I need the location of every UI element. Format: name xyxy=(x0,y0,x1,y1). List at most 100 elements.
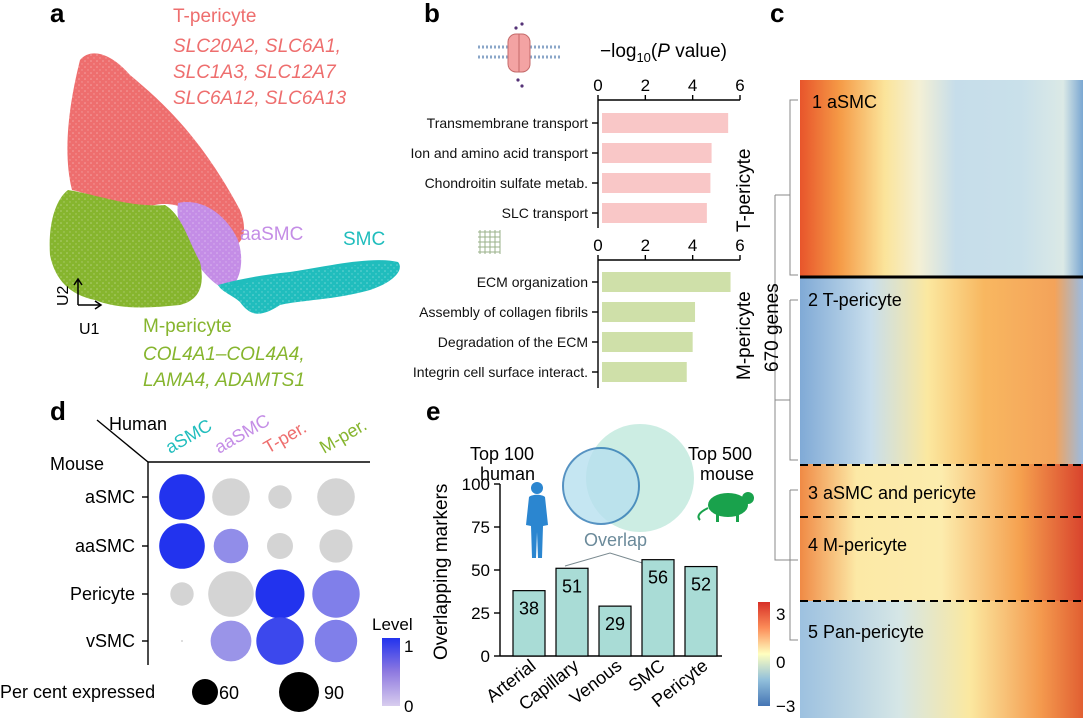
m-bars: ECM organization Assembly of collagen fib… xyxy=(413,272,731,382)
overlap-bracket xyxy=(564,552,653,567)
level-legend-title: Level xyxy=(372,615,413,634)
umap-axis-u2: U2 xyxy=(55,285,72,306)
cluster-label-5: 5 Pan-pericyte xyxy=(808,622,924,642)
e-bar-value-label: 38 xyxy=(519,599,539,619)
dotplot-dot xyxy=(181,640,183,642)
m-pericyte-genes-1: COL4A1–COL4A4, xyxy=(143,344,305,365)
t-bar xyxy=(602,203,707,223)
dotplot-dot xyxy=(208,571,254,617)
pvalue-axis-title: −log10(P value) xyxy=(600,41,727,65)
e-bar xyxy=(555,567,589,657)
dotplot-dot xyxy=(319,529,353,563)
dotplot-column-label: aSMC xyxy=(162,415,215,457)
m-category-label: Integrin cell surface interact. xyxy=(413,364,588,380)
dotplot-column-label: M-per. xyxy=(316,415,370,458)
m-group-label: M-pericyte xyxy=(734,291,755,380)
t-bar xyxy=(602,143,712,163)
panel-e-label: e xyxy=(426,396,440,426)
cluster-label-2: 2 T-pericyte xyxy=(808,290,902,310)
level-legend-min: 0 xyxy=(404,697,413,716)
panel-c: c 1 aSMC 2 T-pericyte 3 aSMC and pericyt… xyxy=(758,0,1083,718)
panel-c-label: c xyxy=(770,0,784,28)
genes-count-label: 670 genes xyxy=(762,283,783,372)
dotplot-dot xyxy=(170,582,194,606)
membrane-transporter-icon xyxy=(478,22,562,88)
e-y-ticks: 0 25 50 75 100 xyxy=(462,475,500,666)
e-y-tick-label: 25 xyxy=(471,604,490,623)
level-legend-max: 1 xyxy=(404,637,413,656)
t-pericyte-genes-1: SLC20A2, SLC6A1, xyxy=(173,36,341,57)
umap-speckle xyxy=(49,53,400,314)
m-tick-label: 6 xyxy=(735,236,744,255)
m-tick-label: 0 xyxy=(593,236,602,255)
ecm-mesh-icon xyxy=(478,230,501,254)
mouse-axis-label: Mouse xyxy=(50,454,104,474)
t-pericyte-genes-3: SLC6A12, SLC6A13 xyxy=(173,88,347,109)
dotplot-row-label: aSMC xyxy=(85,487,135,507)
size-legend-dot-large xyxy=(279,672,319,712)
heatmap-block-5 xyxy=(800,601,1083,718)
colorbar-tick-min: −3 xyxy=(776,697,795,716)
panel-a: a T-pericyte SLC20A2, SLC6A1, SLC1A3, SL… xyxy=(49,0,400,391)
dotplot-row-label: vSMC xyxy=(86,631,135,651)
heatmap-block-1 xyxy=(800,80,1083,276)
e-bar xyxy=(512,590,546,657)
colorbar-tick-max: 3 xyxy=(776,605,785,624)
e-bar xyxy=(684,565,718,657)
t-tick-label: 2 xyxy=(641,76,650,95)
mouse-silhouette-icon xyxy=(697,492,754,522)
m-category-label: ECM organization xyxy=(477,274,588,290)
dotplot-dot xyxy=(159,474,205,520)
e-y-tick-label: 75 xyxy=(471,518,490,537)
venn-overlap-label: Overlap xyxy=(584,530,647,550)
panel-d-label: d xyxy=(50,396,66,426)
colorbar-tick-mid: 0 xyxy=(776,653,785,672)
venn-mouse-line2: mouse xyxy=(700,464,754,484)
m-bar xyxy=(602,362,687,382)
t-category-label: SLC transport xyxy=(502,205,588,221)
dotplot-column-label: aaSMC xyxy=(211,410,273,457)
venn-mouse-line1: Top 500 xyxy=(688,444,752,464)
dotplot-dot xyxy=(256,617,304,665)
venn-human-line2: human xyxy=(480,464,535,484)
e-bar-value-label: 29 xyxy=(605,614,625,634)
cluster-label-4: 4 M-pericyte xyxy=(808,535,907,555)
umap-axis-u1: U1 xyxy=(79,321,100,338)
t-bar xyxy=(602,113,729,133)
heatmap-colorbar xyxy=(758,602,770,706)
e-y-tick-label: 50 xyxy=(471,561,490,580)
e-bars: 38 51 29 56 52 xyxy=(512,559,718,657)
t-tick-label: 6 xyxy=(735,76,744,95)
t-category-label: Chondroitin sulfate metab. xyxy=(425,175,588,191)
dotplot-dot xyxy=(268,485,292,509)
dotplot-row-label: Pericyte xyxy=(70,584,135,604)
panel-e: e Top 100 human Top 500 mouse Overlap Ov… xyxy=(426,396,754,714)
dotplot-row-labels: aSMC aaSMC Pericyte vSMC xyxy=(70,487,148,651)
size-legend-value-large: 90 xyxy=(324,683,344,703)
dotplot-dot xyxy=(312,570,360,618)
dotplot-dot xyxy=(267,533,293,559)
m-bar xyxy=(602,272,731,292)
m-category-label: Degradation of the ECM xyxy=(438,334,588,350)
cluster-label-1: 1 aSMC xyxy=(812,92,877,112)
dotplot-dot xyxy=(210,620,252,662)
dotplot-row-label: aaSMC xyxy=(75,536,135,556)
corner-diagonal xyxy=(96,419,149,463)
panel-a-label: a xyxy=(50,0,65,28)
e-bar-value-label: 52 xyxy=(691,575,711,595)
e-bar-value-label: 51 xyxy=(562,576,582,596)
venn-diagram xyxy=(562,424,694,532)
size-legend-dot-small xyxy=(192,679,218,705)
dotplot-dots xyxy=(159,474,360,665)
dotplot-dot xyxy=(212,478,250,516)
e-bar-value-label: 56 xyxy=(648,568,668,588)
e-bar xyxy=(598,605,632,657)
human-axis-label: Human xyxy=(109,414,167,434)
e-ylabel: Overlapping markers xyxy=(431,484,452,660)
t-pericyte-title: T-pericyte xyxy=(173,6,256,27)
m-tick-label: 4 xyxy=(688,236,697,255)
